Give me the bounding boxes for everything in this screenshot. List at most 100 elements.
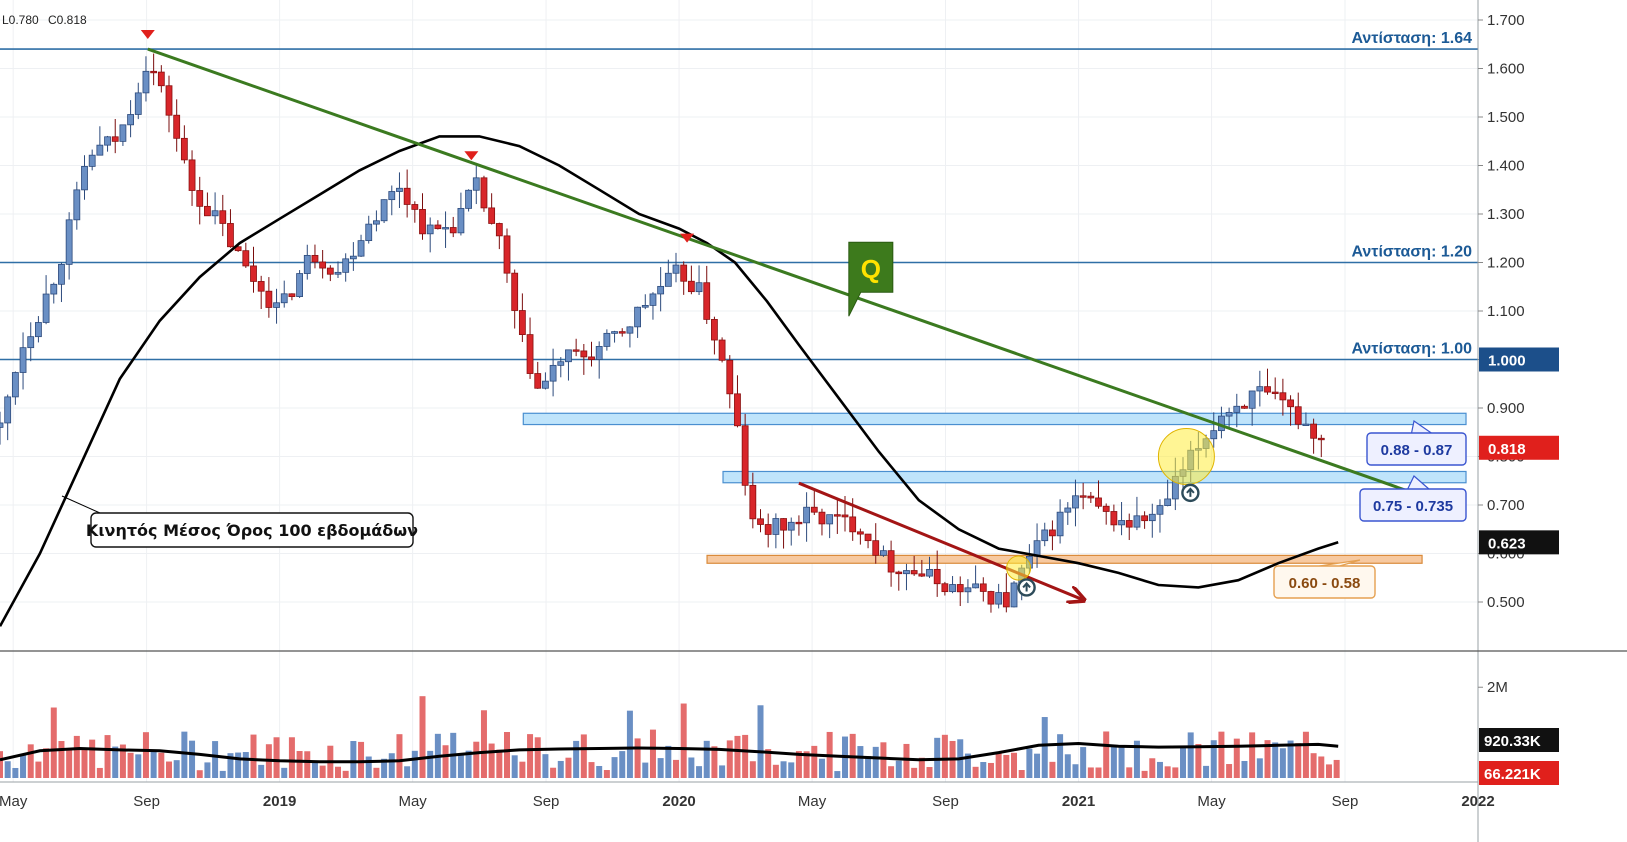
candle-body <box>664 272 672 287</box>
candle-body <box>81 166 88 191</box>
candle-body <box>349 255 357 260</box>
support-zone <box>706 554 1423 564</box>
volume-bar <box>219 770 226 778</box>
volume-bar <box>1149 758 1156 778</box>
volume-bar <box>89 739 96 778</box>
candle-body <box>96 144 104 156</box>
volume-bar <box>673 759 680 778</box>
volume-bar <box>173 760 180 778</box>
volume-bar <box>642 762 649 778</box>
candle-body <box>227 223 234 248</box>
volume-bar <box>880 742 887 778</box>
candle-body <box>511 272 519 311</box>
zone-callout-pointer <box>1319 559 1361 567</box>
volume-bar <box>972 766 979 778</box>
candle-body <box>165 85 173 116</box>
volume-bar <box>496 749 503 778</box>
volume-bar <box>319 765 326 778</box>
volume-bar <box>27 744 34 778</box>
volume-bar <box>803 751 810 778</box>
candle-body <box>1210 430 1218 440</box>
volume-bar <box>872 746 879 778</box>
volume-bar <box>350 741 357 778</box>
time-tick-label: Sep <box>1332 793 1359 810</box>
volume-bar <box>818 758 825 778</box>
volume-bar <box>1164 766 1171 778</box>
volume-bar <box>1195 743 1202 778</box>
candle-body <box>818 511 826 525</box>
volume-bar <box>1272 742 1279 778</box>
price-tick-label: 0.900 <box>1487 400 1525 417</box>
candle-body <box>373 220 380 225</box>
peak-marker <box>140 29 155 39</box>
support-zone <box>522 412 1467 426</box>
candle-body <box>695 282 703 293</box>
candle-body <box>204 205 211 217</box>
volume-bar <box>335 766 342 778</box>
time-tick-label: May <box>398 793 427 810</box>
candle-body <box>887 550 895 573</box>
volume-bar <box>104 735 111 778</box>
candle-body <box>1087 495 1095 499</box>
candle-body <box>995 592 1003 605</box>
candle-body <box>1148 513 1156 522</box>
candle-body <box>749 484 757 520</box>
volume-bar <box>235 752 242 778</box>
candle-body <box>918 573 926 577</box>
candle-body <box>1164 498 1172 506</box>
candle-body <box>296 273 303 297</box>
candle-body <box>288 293 296 297</box>
price-tick-label: 1.300 <box>1487 206 1525 223</box>
volume-bar <box>504 732 511 778</box>
volume-bar <box>1295 743 1302 778</box>
overlays: Q Κινητός Μέσος Όρος 100 εβδομάδων 0.88 - … <box>0 29 1467 764</box>
candle-body <box>933 568 941 585</box>
volume-bar <box>580 734 587 778</box>
candle-body <box>603 332 611 347</box>
candle-body <box>1287 399 1294 408</box>
volume-bar <box>419 696 426 778</box>
volume-bar <box>665 745 672 778</box>
volume-bar <box>772 764 779 778</box>
zone-callout-box <box>1273 565 1376 599</box>
volume-bar <box>150 750 157 778</box>
candle-body <box>787 521 795 531</box>
volume-bar <box>811 745 818 778</box>
volume-bar <box>719 765 726 778</box>
candle-body <box>472 177 480 191</box>
candle-body <box>104 136 111 146</box>
volume-bar <box>404 766 411 778</box>
volume-bar <box>603 770 610 778</box>
volume-bar <box>1279 748 1286 778</box>
candle-body <box>987 591 995 605</box>
candle-body <box>442 227 449 230</box>
candle-body <box>388 191 396 201</box>
candle-body <box>641 305 649 308</box>
candle-body <box>1133 515 1141 528</box>
volume-bar <box>1034 753 1041 778</box>
peak-marker <box>680 233 695 243</box>
candle-body <box>1118 520 1125 526</box>
candle-body <box>1317 437 1325 441</box>
candle-body <box>1049 529 1056 537</box>
candle-body <box>457 207 465 234</box>
candle-body <box>956 584 964 593</box>
volume-bar <box>1302 731 1309 778</box>
ohlc-low: L0.780 <box>2 13 39 27</box>
volume-tag <box>1479 761 1559 785</box>
candle-body <box>1248 390 1256 409</box>
volume-bar <box>588 762 595 778</box>
candle-body <box>419 209 426 235</box>
volume-tag-label: 920.33K <box>1484 733 1541 750</box>
volume-bar <box>1041 717 1048 778</box>
zone-callout-box <box>1366 432 1467 466</box>
candle-body <box>0 422 4 428</box>
volume-bar <box>834 771 841 778</box>
volume-bar <box>1318 756 1325 778</box>
volume-bar <box>795 751 802 778</box>
volume-bar <box>1072 764 1079 778</box>
q-badge <box>848 241 894 317</box>
candle-body <box>726 359 734 395</box>
